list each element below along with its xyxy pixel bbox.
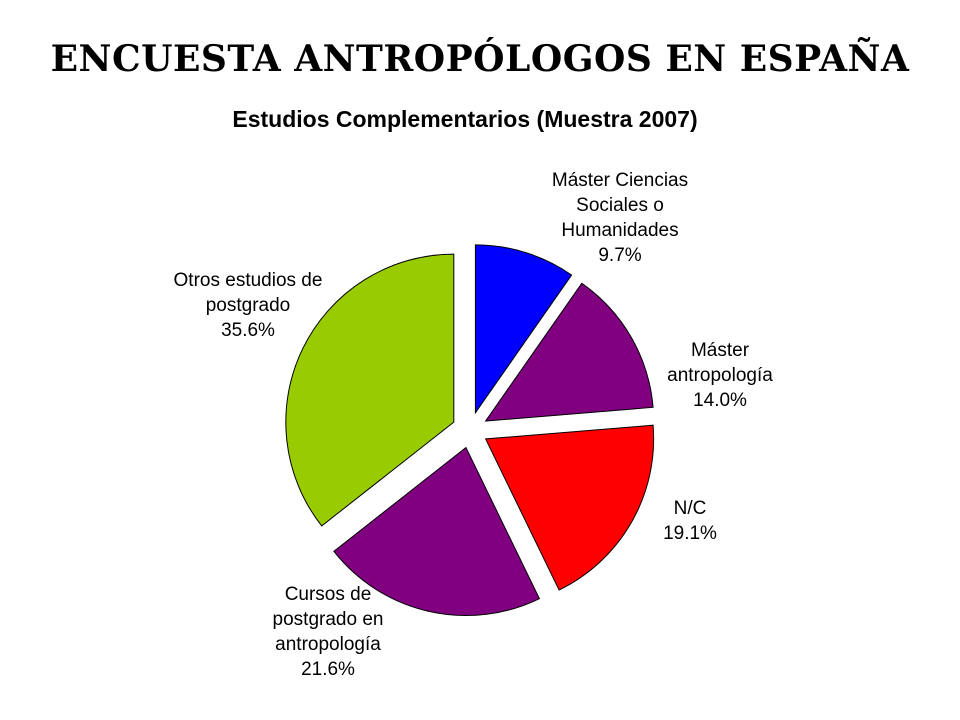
pie-slice-2	[484, 424, 655, 591]
slice-label-line: postgrado en	[272, 609, 384, 630]
slice-label-line: Otros estudios de	[173, 270, 323, 291]
slice-label-2: N/C 19.1%	[570, 496, 810, 546]
slice-value-label: 35.6%	[221, 320, 275, 341]
slice-label-line: Humanidades	[561, 220, 679, 241]
pie-slice-0	[474, 244, 573, 415]
slice-label-4: Otros estudios de postgrado 35.6%	[128, 268, 368, 343]
slice-label-line: Máster	[690, 340, 750, 361]
pie-slice-1	[484, 282, 654, 422]
slice-value-label: 21.6%	[301, 659, 355, 680]
slice-label-line: Sociales o	[576, 195, 664, 216]
slice-value-label: 14.0%	[693, 390, 747, 411]
slice-label-1: Máster antropología 14.0%	[600, 338, 840, 413]
chart-title: Estudios Complementarios (Muestra 2007)	[232, 106, 698, 132]
page-title: ENCUESTA ANTROPÓLOGOS EN ESPAÑA	[50, 38, 910, 80]
slice-label-line: Máster Ciencias	[551, 170, 689, 191]
slice-value-label: 19.1%	[663, 523, 717, 544]
slice-label-line: postgrado	[205, 295, 291, 316]
slice-value-label: 9.7%	[598, 245, 642, 266]
pie-slice-4	[285, 253, 455, 527]
pie-slice-3	[333, 446, 541, 617]
slice-label-line: N/C	[673, 498, 707, 519]
slice-label-0: Máster Ciencias Sociales o Humanidades 9.7%	[500, 168, 740, 268]
slice-label-line: Cursos de	[284, 584, 372, 605]
slice-label-3: Cursos de postgrado en antropología 21.6%	[208, 582, 448, 682]
slice-label-line: antropología	[275, 634, 381, 655]
slice-label-line: antropología	[667, 365, 773, 386]
